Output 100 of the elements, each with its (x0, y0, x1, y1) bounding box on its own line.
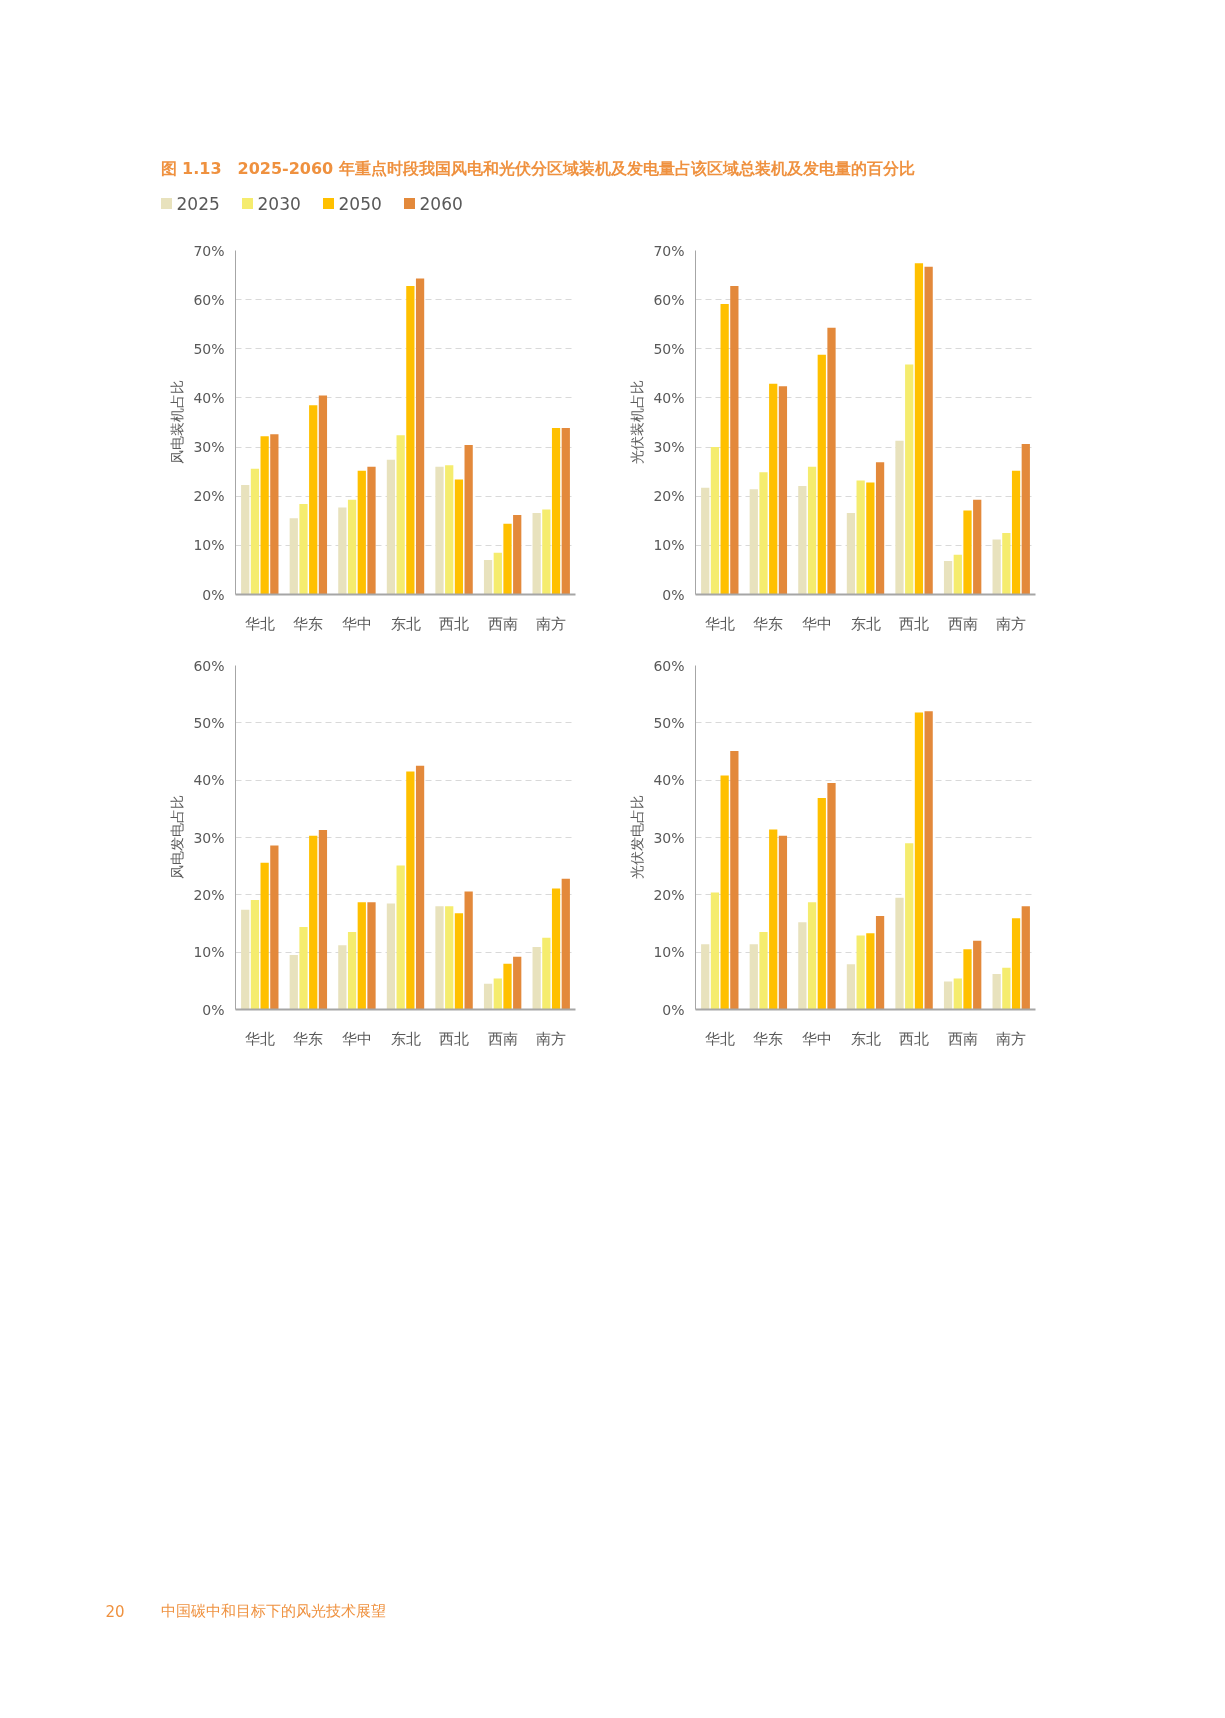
bar (338, 507, 347, 595)
bar (542, 509, 551, 595)
x-tick-label: 华东 (293, 1029, 324, 1048)
bar (270, 845, 279, 1010)
bar (992, 539, 1001, 595)
bar (914, 263, 924, 595)
x-tick-label: 西南 (487, 614, 518, 633)
y-tick-label: 10% (193, 944, 225, 961)
bar (299, 504, 308, 595)
bar (875, 462, 885, 595)
bar (532, 512, 541, 595)
bar (875, 916, 885, 1010)
bar (464, 891, 473, 1010)
bar (963, 510, 972, 595)
bar (435, 906, 444, 1010)
y-tick-label: 60% (193, 657, 225, 674)
bar (943, 561, 953, 595)
y-tick-label: 20% (653, 886, 685, 903)
x-tick-label: 东北 (850, 1029, 881, 1048)
y-tick-label: 30% (193, 829, 225, 846)
bar (260, 436, 269, 595)
bar (532, 947, 541, 1010)
bar (973, 940, 982, 1010)
bar (415, 765, 425, 1010)
y-tick-label: 70% (653, 242, 685, 259)
bar (856, 480, 865, 595)
bar (827, 783, 836, 1010)
y-tick-label: 50% (193, 340, 225, 357)
bar (895, 440, 904, 595)
x-tick-label: 西南 (487, 1029, 518, 1048)
y-tick-label: 0% (662, 586, 685, 603)
bar (866, 482, 875, 595)
x-tick-label: 华东 (753, 614, 784, 633)
x-tick-label: 西北 (439, 614, 470, 633)
bar (396, 865, 405, 1010)
x-tick-label: 华中 (801, 614, 832, 633)
bar (778, 835, 788, 1010)
bar (924, 266, 933, 595)
bar (357, 902, 366, 1010)
y-tick-label: 10% (653, 537, 685, 554)
bar (963, 949, 972, 1010)
x-tick-label: 华北 (704, 614, 735, 633)
bar (749, 944, 758, 1010)
bar (710, 892, 720, 1010)
x-tick-label: 东北 (850, 614, 881, 633)
y-axis-title: 光伏发电占比 (629, 795, 646, 880)
y-axis-title: 风电装机占比 (169, 380, 186, 465)
bar (513, 956, 522, 1010)
y-tick-label: 40% (193, 389, 225, 406)
bar (953, 554, 962, 595)
bar (856, 935, 865, 1010)
bar (943, 981, 953, 1010)
y-tick-label: 50% (653, 340, 685, 357)
y-tick-label: 30% (653, 829, 685, 846)
bar (866, 933, 875, 1010)
bar (318, 395, 328, 595)
bar (250, 468, 260, 595)
bar (817, 354, 826, 595)
x-tick-label: 华北 (704, 1029, 735, 1048)
bar (454, 479, 464, 595)
bar (367, 902, 376, 1010)
x-tick-label: 东北 (390, 614, 421, 633)
x-tick-label: 东北 (390, 1029, 421, 1048)
bar (759, 932, 768, 1010)
bar (1002, 533, 1011, 595)
bar (551, 427, 561, 595)
bar (551, 888, 561, 1010)
bar (367, 466, 376, 595)
bar (445, 465, 454, 595)
y-tick-label: 60% (653, 291, 685, 308)
text: 中国碳中和目标下的风光技术展望 (160, 1601, 386, 1620)
y-tick-label: 10% (193, 537, 225, 554)
bar (1021, 906, 1030, 1010)
bar (817, 797, 826, 1010)
bar (493, 552, 502, 595)
bar (289, 955, 298, 1010)
y-tick-label: 0% (662, 1001, 685, 1018)
bar (798, 922, 807, 1010)
y-tick-label: 40% (653, 772, 685, 789)
x-tick-label: 华东 (753, 1029, 784, 1048)
bar (953, 978, 962, 1010)
x-tick-label: 华北 (244, 1029, 275, 1048)
y-tick-label: 60% (653, 657, 685, 674)
y-axis-title: 风电发电占比 (169, 795, 186, 880)
bar (827, 327, 836, 595)
bar (338, 945, 347, 1010)
bar (720, 304, 729, 595)
x-tick-label: 西南 (947, 614, 978, 633)
bar (513, 514, 522, 595)
y-axis-title: 光伏装机占比 (629, 380, 646, 465)
bar (396, 435, 405, 595)
y-tick-label: 0% (202, 586, 225, 603)
bar (846, 512, 856, 595)
y-tick-label: 50% (653, 714, 685, 731)
bar (241, 484, 250, 595)
bar (503, 963, 512, 1010)
bar (445, 906, 454, 1010)
bar (241, 909, 250, 1010)
y-tick-label: 50% (193, 714, 225, 731)
y-tick-label: 60% (193, 291, 225, 308)
